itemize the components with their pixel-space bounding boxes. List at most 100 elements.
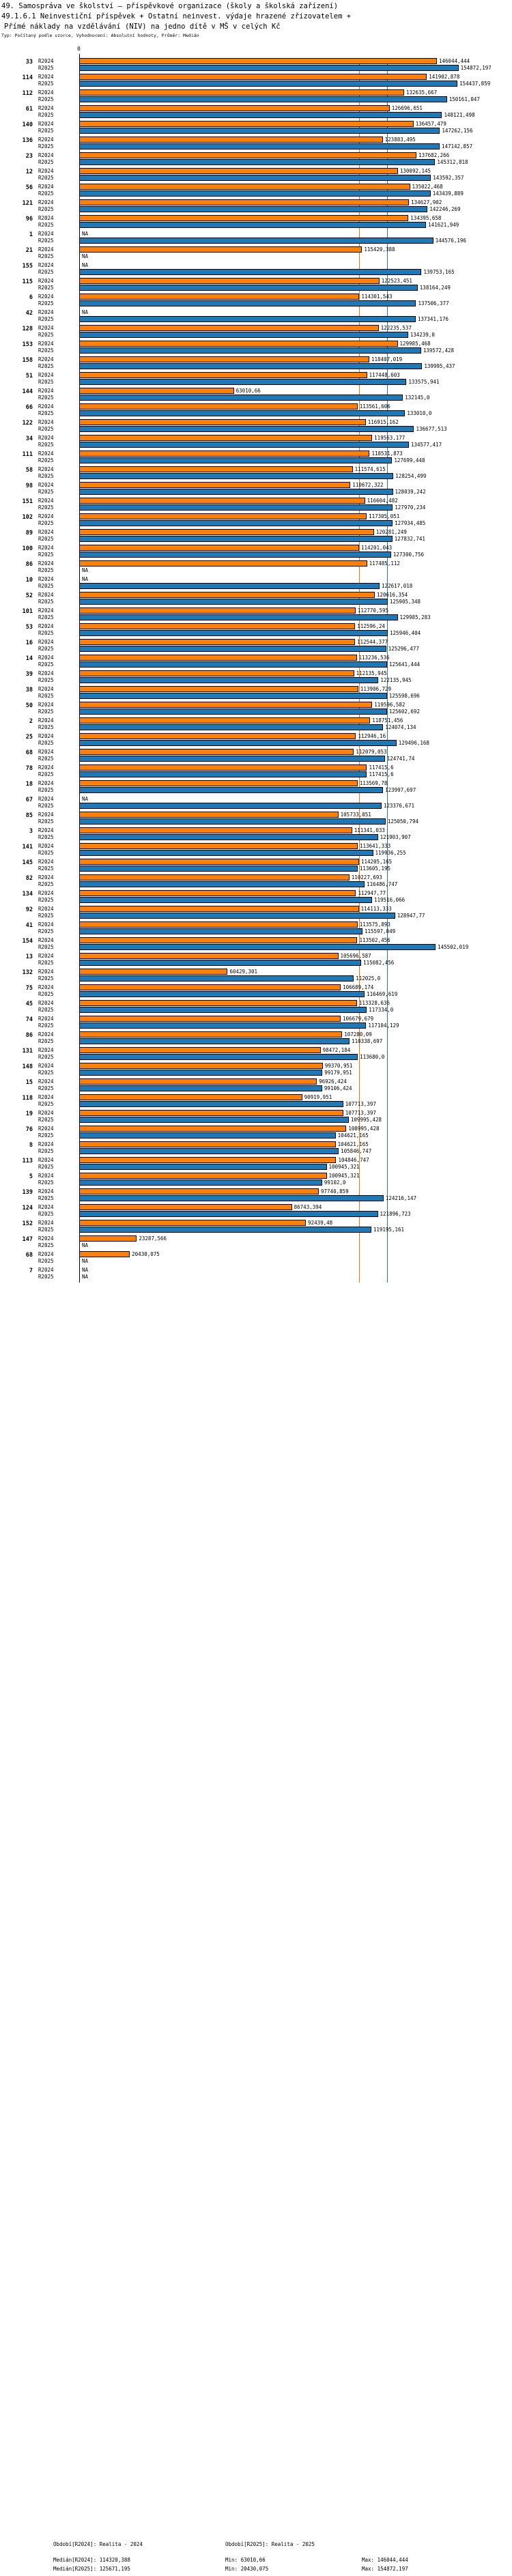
bar-row[interactable]: R2024 106689,174 [0, 984, 512, 990]
bar-row[interactable]: R2024 123883,495 [0, 137, 512, 143]
bar-2024[interactable] [80, 168, 398, 174]
bar-row[interactable]: R2024 108995,428 [0, 1126, 512, 1132]
bar-row[interactable]: R2024 116604,482 [0, 498, 512, 504]
bar-row[interactable]: R2024 111341,033 [0, 827, 512, 833]
bar-2024[interactable] [80, 1235, 137, 1242]
bar-row[interactable]: R2024 98472,184 [0, 1047, 512, 1053]
bar-row[interactable]: R2025 125946,404 [0, 630, 512, 636]
bar-2025[interactable] [80, 913, 395, 919]
bar-2024[interactable] [80, 764, 367, 771]
bar-row[interactable]: R2025 133010,0 [0, 410, 512, 416]
bar-2025[interactable] [80, 1085, 322, 1091]
bar-2024[interactable] [80, 969, 228, 975]
bar-row[interactable]: R2025 127970,234 [0, 504, 512, 511]
bar-row[interactable]: R2024 112135,945 [0, 670, 512, 676]
bar-row[interactable]: R2024 114205,165 [0, 859, 512, 865]
bar-2024[interactable] [80, 403, 358, 410]
bar-row[interactable]: R2025 105846,747 [0, 1148, 512, 1154]
bar-row[interactable]: R2024 136457,479 [0, 121, 512, 127]
bar-2025[interactable] [80, 897, 373, 903]
bar-row[interactable]: R2024 118751,456 [0, 717, 512, 724]
bar-2024[interactable] [80, 953, 339, 959]
bar-2024[interactable] [80, 874, 350, 881]
bar-row[interactable]: R2024 117415,6 [0, 764, 512, 771]
bar-2024[interactable] [80, 749, 354, 755]
bar-2024[interactable] [80, 890, 356, 896]
bar-2024[interactable] [80, 937, 358, 943]
bar-2025[interactable] [80, 960, 362, 966]
bar-row[interactable]: R2024 120616,354 [0, 592, 512, 598]
bar-row[interactable]: R2025 117104,129 [0, 1022, 512, 1029]
bar-2025[interactable] [80, 1148, 339, 1154]
bar-row[interactable]: R2025 NA [0, 567, 512, 573]
bar-row[interactable]: R2024 NA [0, 1267, 512, 1273]
bar-row[interactable]: R2025 154872,197 [0, 65, 512, 71]
bar-2025[interactable] [80, 442, 409, 448]
bar-2024[interactable] [80, 278, 380, 284]
bar-2025[interactable] [80, 1101, 343, 1107]
bar-row[interactable]: R2024 120281,249 [0, 529, 512, 535]
bar-2024[interactable] [80, 1047, 321, 1053]
bar-2025[interactable] [80, 944, 436, 950]
bar-row[interactable]: R2025 109995,428 [0, 1117, 512, 1123]
bar-2024[interactable] [80, 655, 357, 661]
bar-row[interactable]: R2024 115420,388 [0, 246, 512, 253]
bar-row[interactable]: R2025 127699,448 [0, 457, 512, 463]
bar-row[interactable]: R2024 97740,859 [0, 1188, 512, 1194]
bar-row[interactable]: R2024 119563,177 [0, 435, 512, 441]
bar-2025[interactable] [80, 316, 416, 322]
bar-row[interactable]: R2025 125598,696 [0, 693, 512, 699]
bar-row[interactable]: R2025 117334,0 [0, 1007, 512, 1013]
bar-2024[interactable] [80, 623, 356, 629]
bar-row[interactable]: R2024 NA [0, 231, 512, 237]
bar-2024[interactable] [80, 105, 390, 111]
bar-row[interactable]: R2024 130092,145 [0, 168, 512, 174]
bar-row[interactable]: R2024 111574,615 [0, 466, 512, 472]
bar-2025[interactable] [80, 975, 354, 982]
bar-row[interactable]: R2025 119195,161 [0, 1227, 512, 1233]
bar-2024[interactable] [80, 1016, 341, 1022]
bar-row[interactable]: R2025 125905,348 [0, 599, 512, 605]
bar-2025[interactable] [80, 1117, 349, 1123]
bar-2025[interactable] [80, 661, 387, 668]
bar-2025[interactable] [80, 552, 391, 558]
bar-row[interactable]: R2024 146044,444 [0, 58, 512, 64]
bar-row[interactable]: R2025 154437,859 [0, 81, 512, 87]
bar-2024[interactable] [80, 592, 375, 598]
bar-row[interactable]: R2024 117448,603 [0, 372, 512, 378]
bar-2024[interactable] [80, 419, 366, 425]
bar-row[interactable]: R2024 126696,651 [0, 105, 512, 111]
bar-2025[interactable] [80, 143, 440, 149]
bar-row[interactable]: R2024 99370,951 [0, 1063, 512, 1069]
bar-2025[interactable] [80, 426, 414, 432]
bar-2025[interactable] [80, 614, 398, 620]
bar-row[interactable]: R2025 145502,019 [0, 944, 512, 950]
bar-row[interactable]: R2024 122235,537 [0, 325, 512, 331]
bar-2024[interactable] [80, 1126, 347, 1132]
bar-2024[interactable] [80, 341, 398, 347]
bar-2025[interactable] [80, 504, 393, 511]
bar-2025[interactable] [80, 740, 397, 746]
bar-2024[interactable] [80, 1063, 323, 1069]
bar-row[interactable]: R2025 125296,477 [0, 646, 512, 652]
bar-row[interactable]: R2024 106679,679 [0, 1016, 512, 1022]
bar-row[interactable]: R2025 150161,047 [0, 96, 512, 102]
bar-row[interactable]: R2024 105696,587 [0, 953, 512, 959]
bar-2025[interactable] [80, 991, 365, 997]
bar-row[interactable]: R2025 123376,671 [0, 803, 512, 809]
bar-2025[interactable] [80, 646, 386, 652]
bar-2025[interactable] [80, 771, 367, 777]
bar-2025[interactable] [80, 677, 379, 683]
bar-2024[interactable] [80, 356, 370, 362]
bar-row[interactable]: R2024 113236,536 [0, 655, 512, 661]
bar-2025[interactable] [80, 599, 388, 605]
bar-row[interactable]: R2025 145312,818 [0, 159, 512, 165]
bar-2025[interactable] [80, 395, 403, 401]
bar-row[interactable]: R2025 127832,741 [0, 536, 512, 542]
bar-row[interactable]: R2025 124074,134 [0, 724, 512, 730]
bar-2024[interactable] [80, 1031, 343, 1037]
bar-2024[interactable] [80, 137, 383, 143]
bar-2024[interactable] [80, 906, 359, 912]
bar-row[interactable]: R2024 86743,394 [0, 1204, 512, 1210]
bar-row[interactable]: R2025 113680,0 [0, 1054, 512, 1060]
